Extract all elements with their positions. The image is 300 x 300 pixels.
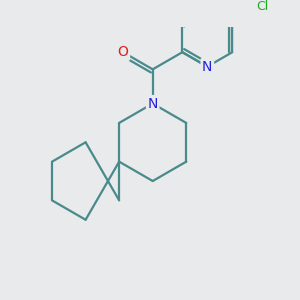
Text: N: N [148,97,158,111]
Text: O: O [118,45,128,59]
Text: Cl: Cl [256,0,268,13]
Text: N: N [202,60,212,74]
